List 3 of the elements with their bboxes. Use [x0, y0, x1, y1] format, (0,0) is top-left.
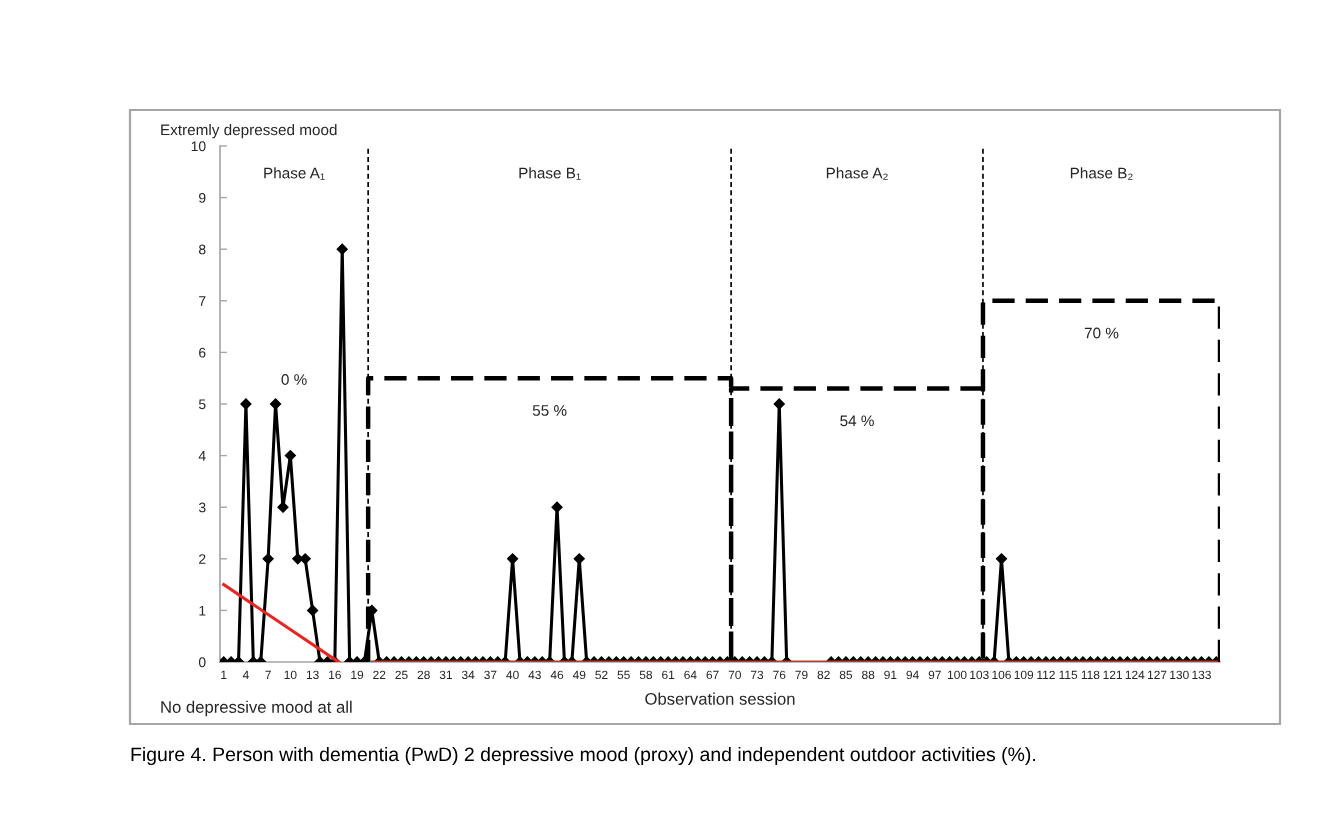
x-axis-title: Observation session: [645, 692, 795, 705]
text: No depressive mood at all: [161, 700, 352, 717]
caption: Figure 4. Person with dementia (PwD) 2 depressive mood (proxy) and independent outdoor activities (%).: [131, 746, 1035, 766]
